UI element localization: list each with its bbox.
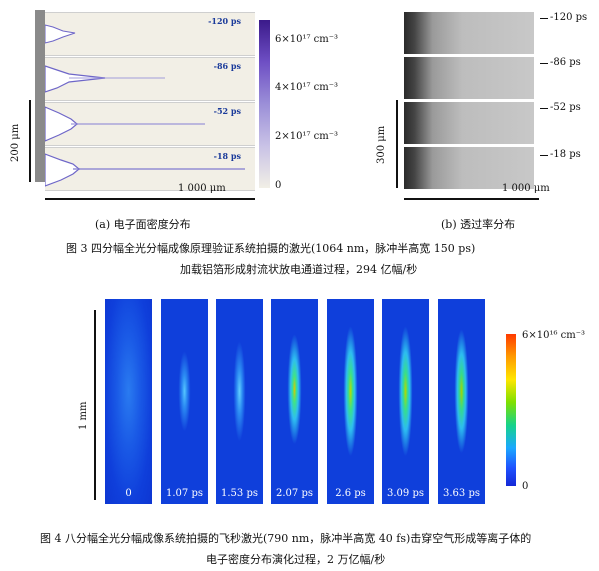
plasma-frame-1: 0: [105, 299, 152, 504]
panel-a-caption: (a) 电子面密度分布: [95, 218, 191, 231]
scale-bar-horizontal: [404, 198, 539, 200]
colorbar-a: [259, 20, 270, 188]
fig3-caption-line2: 加载铝箔形成射流状放电通道过程，294 亿幅/秒: [180, 263, 418, 276]
plasma-frame-3: 1.53 ps: [216, 299, 263, 504]
colorbar-top-label: 6×10¹⁶ cm⁻³: [522, 330, 586, 341]
frame-time-label: 3.09 ps: [387, 488, 424, 499]
colorbar-tick: 0: [275, 180, 282, 191]
scale-bar-y-label: 200 μm: [10, 123, 21, 162]
frame-time-label: 1.07 ps: [166, 488, 203, 499]
fig4-caption-line2: 电子密度分布演化过程，2 万亿幅/秒: [206, 553, 386, 566]
frame-time-label: -18 ps: [550, 149, 581, 160]
tick-mark: [540, 155, 548, 156]
frame-label: -52 ps: [213, 106, 241, 116]
colorbar-tick: 4×10¹⁷ cm⁻³: [275, 82, 339, 93]
transmission-frame-1: [404, 12, 534, 54]
fig3-caption-line1: 图 3 四分幅全光分幅成像原理验证系统拍摄的激光(1064 nm，脉冲半高宽 1…: [66, 242, 476, 255]
tick-mark: [540, 108, 548, 109]
colorbar-bottom-label: 0: [522, 481, 529, 492]
frame-time-label: 1.53 ps: [221, 488, 258, 499]
frame-time-label: -120 ps: [550, 12, 588, 23]
plasma-frame-6: 3.09 ps: [382, 299, 429, 504]
frame-time-label: 2.6 ps: [335, 488, 366, 499]
density-frame-2: -86 ps: [45, 57, 255, 101]
frame-label: -18 ps: [213, 151, 241, 161]
scale-bar-vertical: [29, 100, 31, 182]
scale-bar-label: 1 mm: [78, 401, 89, 430]
density-frame-1: -120 ps: [45, 12, 255, 56]
scale-bar-y-label: 300 μm: [376, 125, 387, 164]
target-bar: [35, 10, 45, 182]
scale-bar-vertical: [396, 100, 398, 188]
frame-time-label: 0: [125, 488, 132, 499]
scale-bar-horizontal: [45, 198, 255, 200]
frame-label: -86 ps: [213, 61, 241, 71]
scale-bar-vertical: [94, 310, 96, 500]
frame-label: -120 ps: [208, 16, 241, 26]
frame-time-label: -86 ps: [550, 57, 581, 68]
plasma-frame-7: 3.63 ps: [438, 299, 485, 504]
tick-mark: [540, 18, 548, 19]
transmission-frame-4: [404, 147, 534, 189]
colorbar-tick: 2×10¹⁷ cm⁻³: [275, 131, 339, 142]
scale-bar-x-label: 1 000 μm: [502, 183, 550, 194]
tick-mark: [540, 63, 548, 64]
plasma-frame-2: 1.07 ps: [161, 299, 208, 504]
transmission-frame-2: [404, 57, 534, 99]
frame-time-label: -52 ps: [550, 102, 581, 113]
colorbar-tick: 6×10¹⁷ cm⁻³: [275, 34, 339, 45]
frame-time-label: 3.63 ps: [443, 488, 480, 499]
panel-b-caption: (b) 透过率分布: [441, 218, 516, 231]
frame-time-label: 2.07 ps: [276, 488, 313, 499]
density-frame-3: -52 ps: [45, 102, 255, 146]
fig4-caption-line1: 图 4 八分幅全光分幅成像系统拍摄的飞秒激光(790 nm，脉冲半高宽 40 f…: [40, 532, 532, 545]
density-frame-4: -18 ps: [45, 147, 255, 191]
scale-bar-x-label: 1 000 μm: [178, 183, 226, 194]
colorbar-jet: [506, 334, 516, 486]
plasma-frame-5: 2.6 ps: [327, 299, 374, 504]
transmission-frame-3: [404, 102, 534, 144]
plasma-frame-4: 2.07 ps: [271, 299, 318, 504]
